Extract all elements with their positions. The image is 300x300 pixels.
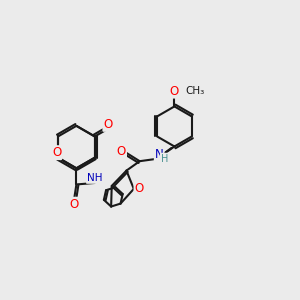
Text: CH₃: CH₃: [186, 86, 205, 96]
Text: O: O: [170, 85, 179, 98]
Text: O: O: [117, 145, 126, 158]
Text: H: H: [161, 154, 168, 164]
Text: O: O: [52, 146, 61, 159]
Text: O: O: [69, 198, 79, 211]
Text: O: O: [103, 118, 112, 131]
Text: N: N: [155, 148, 164, 161]
Text: NH: NH: [87, 173, 102, 183]
Text: O: O: [134, 182, 144, 195]
